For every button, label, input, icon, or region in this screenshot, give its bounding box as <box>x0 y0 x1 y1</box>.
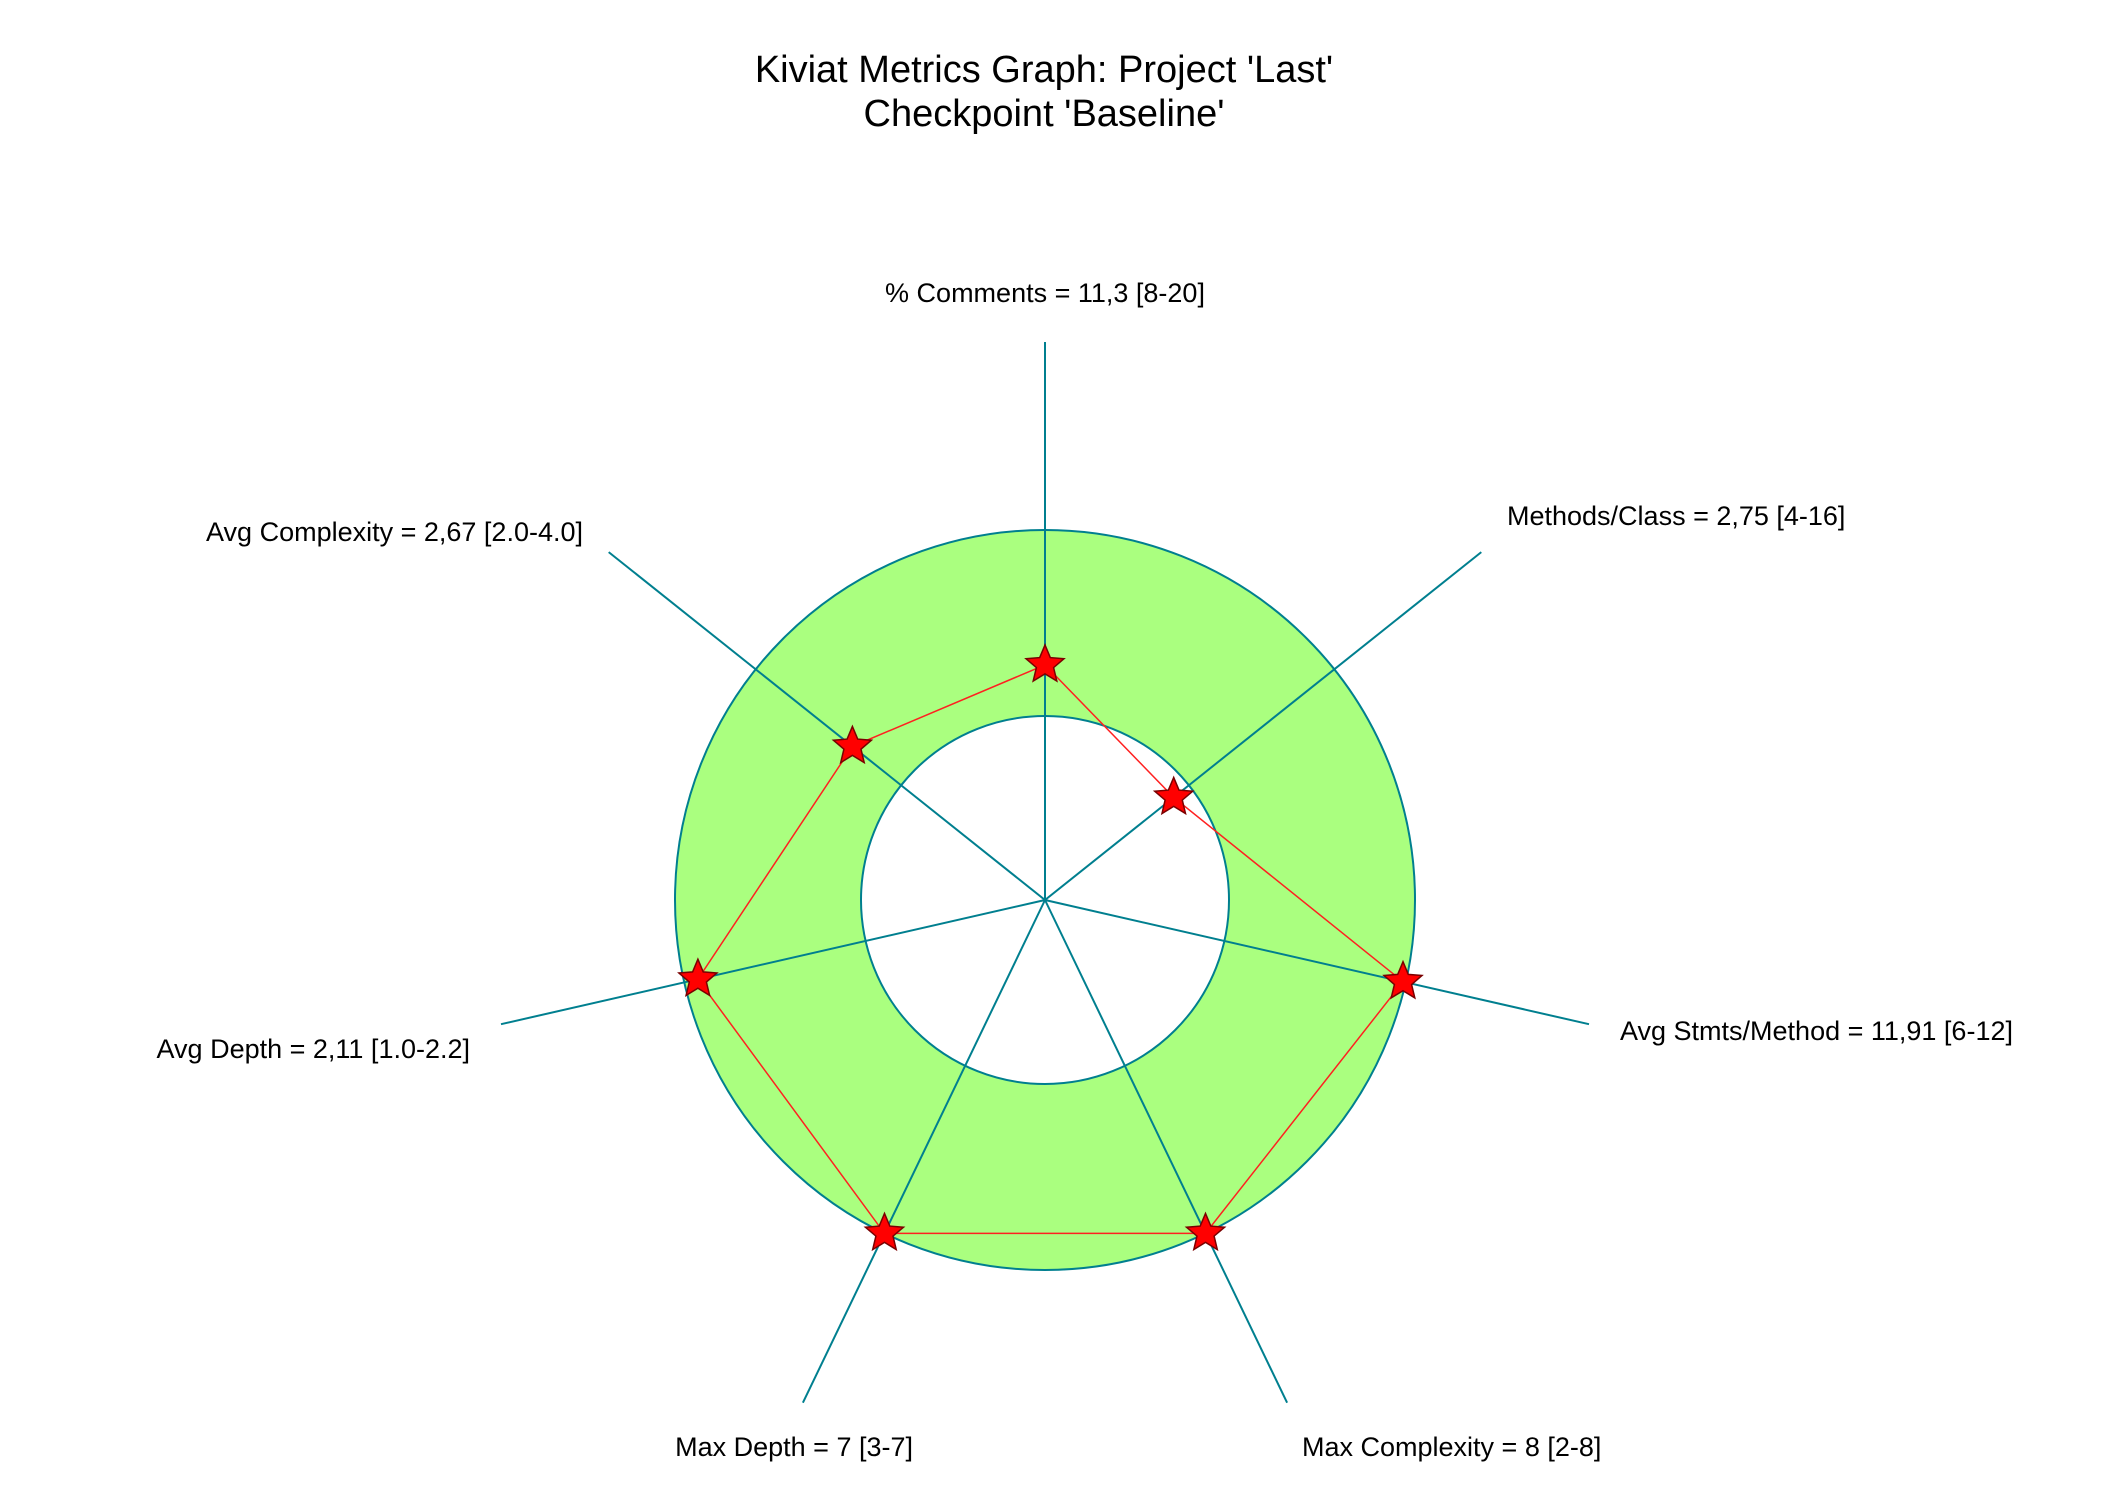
axis-line <box>801 899 1046 1404</box>
axis-line <box>1044 551 1482 901</box>
axis-label: Avg Complexity = 2,67 [2.0-4.0] <box>206 517 583 547</box>
acceptable-range-band <box>674 529 1416 1271</box>
axis-line <box>500 899 1046 1026</box>
value-marker-star <box>831 724 874 765</box>
chart-title-block: Kiviat Metrics Graph: Project 'Last' Che… <box>0 48 2088 136</box>
value-markers-group <box>677 642 1424 1252</box>
chart-title: Kiviat Metrics Graph: Project 'Last' <box>754 49 1334 91</box>
value-marker-star <box>1382 959 1424 1000</box>
value-marker-star <box>1024 642 1066 683</box>
axis-line <box>1044 899 1289 1404</box>
axis-line <box>1044 899 1590 1026</box>
value-marker-star <box>1152 775 1195 816</box>
value-marker-star <box>677 957 719 997</box>
axis-label: Max Complexity = 8 [2-8] <box>1302 1432 1601 1462</box>
chart-subtitle: Checkpoint 'Baseline' <box>863 93 1225 135</box>
value-polygon-group <box>696 664 1405 1235</box>
value-polygon <box>696 664 1405 1235</box>
axis-line <box>608 551 1046 901</box>
axis-label: Avg Depth = 2,11 [1.0-2.2] <box>157 1034 470 1064</box>
acceptable-range-fill <box>675 530 1415 1270</box>
axis-label: Methods/Class = 2,75 [4-16] <box>1507 501 1845 531</box>
axis-labels-group: % Comments = 11,3 [8-20] Methods/Class = … <box>157 278 2013 1462</box>
value-marker-star <box>1184 1211 1227 1252</box>
value-marker-star <box>863 1211 906 1252</box>
axis-label: Avg Stmts/Method = 11,91 [6-12] <box>1620 1016 2013 1046</box>
axis-label: Max Depth = 7 [3-7] <box>675 1432 913 1462</box>
axis-label: % Comments = 11,3 [8-20] <box>885 278 1205 308</box>
axes-group <box>500 342 1590 1404</box>
